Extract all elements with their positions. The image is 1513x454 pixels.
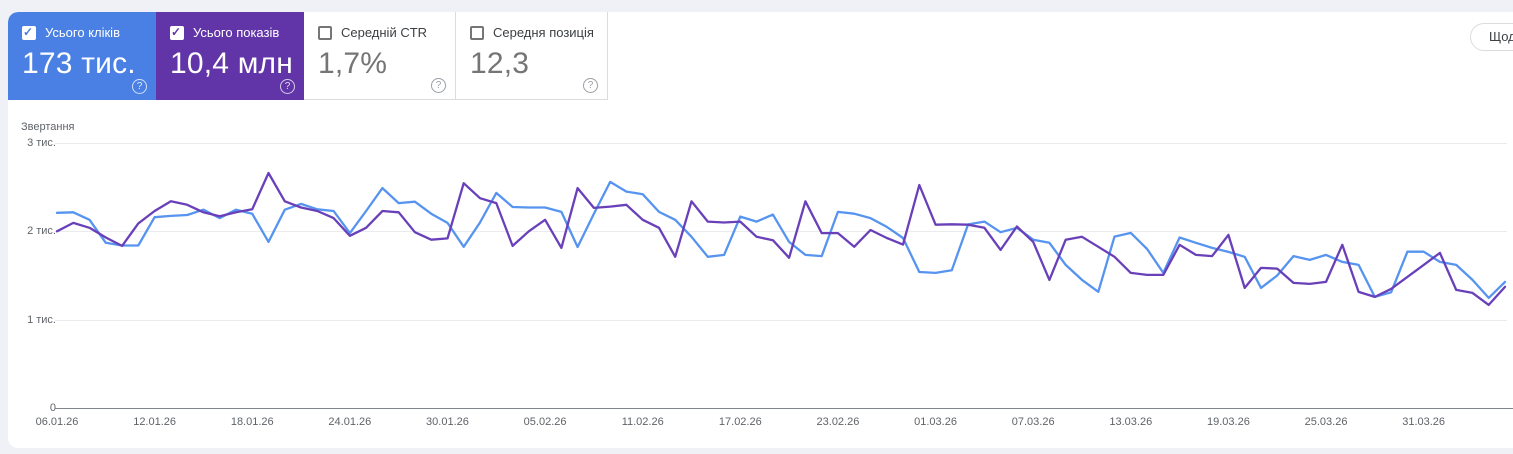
card-label: Середній CTR: [341, 25, 428, 40]
x-axis-line: [55, 408, 1513, 409]
x-tick-label: 11.02.26: [621, 416, 664, 428]
chart-hover-area[interactable]: [55, 131, 1507, 408]
gridline: [55, 319, 1507, 321]
card-label: Усього показів: [193, 25, 280, 40]
x-tick-label: 01.03.26: [914, 416, 957, 428]
x-tick-label: 23.02.26: [816, 416, 860, 428]
x-tick-label: 24.01.26: [328, 416, 372, 428]
card-value: 173 тис.: [22, 47, 136, 80]
x-tick-label: 25.03.26: [1304, 416, 1348, 428]
x-tick-label: 06.01.26: [35, 416, 79, 428]
card-value: 10,4 млн: [170, 47, 294, 80]
x-tick-label: 19.03.26: [1206, 416, 1250, 428]
y-tick-label: 1 тис.: [27, 313, 56, 326]
card-label: Середня позиція: [493, 25, 594, 40]
granularity-button[interactable]: Щод: [1470, 23, 1513, 51]
x-tick-label: 07.03.26: [1011, 416, 1055, 428]
performance-panel: ✓ Усього кліків 173 тис. ? ✓ Усього пока…: [8, 12, 1513, 448]
gridline: [55, 143, 1507, 144]
y-tick-label: 2 тис.: [27, 225, 56, 238]
position-checkbox[interactable]: [470, 25, 484, 40]
checkmark-icon: ✓: [23, 24, 34, 39]
help-icon[interactable]: ?: [431, 78, 446, 93]
card-total-impressions[interactable]: ✓ Усього показів 10,4 млн ?: [156, 12, 304, 100]
checkmark-icon: ✓: [171, 24, 182, 39]
card-average-position[interactable]: Середня позиція 12,3 ?: [456, 12, 608, 100]
card-total-clicks[interactable]: ✓ Усього кліків 173 тис. ?: [8, 12, 156, 100]
help-icon[interactable]: ?: [280, 79, 295, 94]
x-tick-label: 05.02.26: [523, 416, 567, 428]
x-tick-label: 17.02.26: [718, 416, 762, 428]
x-tick-label: 13.03.26: [1109, 416, 1153, 428]
help-icon[interactable]: ?: [132, 79, 147, 94]
card-average-ctr[interactable]: Середній CTR 1,7% ?: [304, 12, 456, 100]
x-tick-label: 12.01.26: [133, 416, 177, 428]
y-tick-label: 0: [49, 402, 56, 414]
card-value: 1,7%: [318, 47, 388, 80]
card-label: Усього кліків: [45, 25, 120, 40]
x-tick-label: 30.01.26: [426, 416, 469, 428]
ctr-checkbox[interactable]: [318, 25, 332, 40]
help-icon[interactable]: ?: [583, 78, 598, 93]
clicks-checkbox[interactable]: ✓: [22, 24, 36, 40]
x-tick-label: 31.03.26: [1402, 416, 1446, 428]
y-axis-title: Звертання: [21, 121, 75, 133]
metric-cards-row: ✓ Усього кліків 173 тис. ? ✓ Усього пока…: [8, 12, 608, 100]
y-tick-label: 3 тис.: [27, 137, 56, 149]
card-value: 12,3: [470, 47, 530, 80]
x-tick-label: 18.01.26: [230, 416, 274, 428]
impressions-checkbox[interactable]: ✓: [170, 24, 184, 40]
